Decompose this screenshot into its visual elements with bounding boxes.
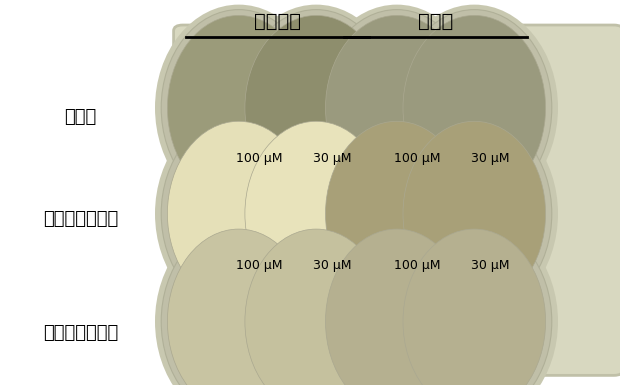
Ellipse shape (167, 121, 310, 306)
Text: 無処理: 無処理 (64, 109, 97, 126)
Ellipse shape (232, 5, 400, 211)
Ellipse shape (245, 121, 388, 306)
Ellipse shape (239, 116, 394, 312)
Ellipse shape (313, 110, 480, 317)
Text: 100 μM: 100 μM (394, 259, 440, 272)
Ellipse shape (245, 229, 388, 385)
Ellipse shape (397, 10, 552, 206)
Ellipse shape (397, 223, 552, 385)
Ellipse shape (239, 223, 394, 385)
Ellipse shape (155, 5, 322, 211)
Ellipse shape (155, 110, 322, 317)
Text: カルプロパミド: カルプロパミド (43, 211, 118, 228)
Ellipse shape (155, 218, 322, 385)
Text: 100 μM: 100 μM (236, 152, 282, 165)
Ellipse shape (313, 218, 480, 385)
Text: メラビオスチン: メラビオスチン (43, 324, 118, 342)
Text: 30 μM: 30 μM (313, 259, 352, 272)
Ellipse shape (403, 15, 546, 200)
Text: 30 μM: 30 μM (471, 259, 510, 272)
Ellipse shape (319, 223, 474, 385)
Ellipse shape (161, 10, 316, 206)
Ellipse shape (403, 121, 546, 306)
Text: 100 μM: 100 μM (236, 259, 282, 272)
Ellipse shape (391, 218, 558, 385)
Ellipse shape (161, 223, 316, 385)
Text: 100 μM: 100 μM (394, 152, 440, 165)
Ellipse shape (391, 110, 558, 317)
Ellipse shape (245, 15, 388, 200)
Text: 30 μM: 30 μM (313, 152, 352, 165)
Ellipse shape (391, 5, 558, 211)
Ellipse shape (326, 121, 468, 306)
Text: 30 μM: 30 μM (471, 152, 510, 165)
Ellipse shape (326, 229, 468, 385)
Text: 感受性菌: 感受性菌 (254, 12, 301, 31)
Ellipse shape (397, 116, 552, 312)
Ellipse shape (167, 229, 310, 385)
Ellipse shape (239, 10, 394, 206)
Ellipse shape (161, 116, 316, 312)
Ellipse shape (232, 110, 400, 317)
FancyBboxPatch shape (174, 25, 620, 375)
Ellipse shape (326, 15, 468, 200)
Ellipse shape (313, 5, 480, 211)
Ellipse shape (319, 10, 474, 206)
Ellipse shape (167, 15, 310, 200)
Ellipse shape (319, 116, 474, 312)
Text: 耐性菌: 耐性菌 (418, 12, 453, 31)
Ellipse shape (232, 218, 400, 385)
Ellipse shape (403, 229, 546, 385)
